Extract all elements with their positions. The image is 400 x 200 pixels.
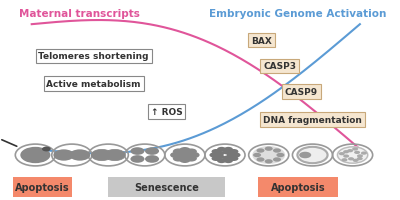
Circle shape	[265, 159, 273, 164]
Circle shape	[336, 146, 369, 164]
FancyBboxPatch shape	[258, 177, 338, 197]
Text: BAX: BAX	[251, 36, 272, 45]
Circle shape	[130, 147, 144, 155]
Circle shape	[216, 151, 224, 156]
Text: Active metabolism: Active metabolism	[46, 80, 141, 89]
Circle shape	[223, 150, 231, 155]
Circle shape	[265, 147, 273, 151]
Circle shape	[296, 146, 329, 164]
Circle shape	[256, 158, 264, 162]
Circle shape	[212, 149, 221, 154]
Circle shape	[343, 150, 349, 154]
Circle shape	[188, 152, 200, 158]
Circle shape	[273, 149, 281, 153]
Text: Telomeres shortening: Telomeres shortening	[38, 52, 149, 61]
Circle shape	[347, 149, 353, 153]
Circle shape	[179, 157, 190, 163]
Circle shape	[354, 151, 360, 154]
Circle shape	[252, 146, 285, 164]
Circle shape	[173, 149, 184, 155]
Circle shape	[179, 147, 190, 153]
Circle shape	[339, 152, 345, 156]
Circle shape	[342, 158, 348, 162]
Circle shape	[229, 149, 238, 154]
FancyBboxPatch shape	[108, 177, 225, 197]
Circle shape	[179, 152, 190, 158]
Circle shape	[91, 150, 112, 161]
Text: Apoptosis: Apoptosis	[15, 182, 70, 192]
Circle shape	[253, 153, 261, 157]
Circle shape	[217, 147, 226, 152]
Circle shape	[173, 156, 184, 162]
Circle shape	[357, 155, 363, 158]
Circle shape	[186, 149, 197, 155]
Text: Maternal transcripts: Maternal transcripts	[19, 9, 140, 19]
Circle shape	[223, 156, 231, 160]
Text: Apoptosis: Apoptosis	[270, 182, 325, 192]
Circle shape	[70, 150, 90, 161]
FancyBboxPatch shape	[14, 177, 72, 197]
Circle shape	[104, 150, 125, 161]
Text: ↑ ROS: ↑ ROS	[151, 107, 182, 116]
Circle shape	[273, 158, 281, 162]
Circle shape	[145, 155, 159, 163]
Circle shape	[212, 156, 221, 161]
Text: Embryonic Genome Activation: Embryonic Genome Activation	[209, 9, 386, 19]
Circle shape	[276, 153, 284, 157]
Circle shape	[343, 155, 349, 158]
Circle shape	[224, 147, 233, 152]
Text: CASP3: CASP3	[263, 62, 296, 71]
Circle shape	[229, 156, 238, 161]
Circle shape	[210, 153, 219, 158]
Circle shape	[226, 153, 234, 157]
Circle shape	[20, 147, 50, 163]
Circle shape	[357, 157, 363, 160]
Circle shape	[361, 152, 367, 155]
Circle shape	[216, 155, 224, 159]
Circle shape	[348, 157, 354, 161]
Circle shape	[170, 152, 181, 158]
Text: DNA fragmentation: DNA fragmentation	[263, 115, 362, 124]
Text: CASP9: CASP9	[285, 88, 318, 97]
Circle shape	[352, 148, 358, 151]
Circle shape	[130, 155, 144, 163]
Circle shape	[186, 156, 197, 162]
Circle shape	[53, 150, 74, 161]
Circle shape	[353, 159, 359, 162]
Circle shape	[231, 153, 240, 158]
Circle shape	[256, 149, 264, 153]
Text: Senescence: Senescence	[134, 182, 199, 192]
Circle shape	[145, 147, 159, 155]
Circle shape	[217, 158, 226, 163]
Circle shape	[42, 147, 51, 152]
Circle shape	[224, 158, 233, 163]
Circle shape	[299, 152, 311, 158]
